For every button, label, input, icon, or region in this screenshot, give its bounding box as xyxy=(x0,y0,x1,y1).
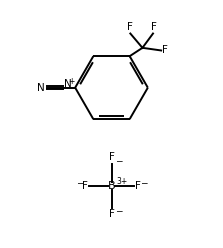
Text: −: − xyxy=(140,178,147,187)
Text: F: F xyxy=(109,210,114,219)
Text: N: N xyxy=(37,83,45,93)
Text: F: F xyxy=(109,152,114,162)
Text: 3+: 3+ xyxy=(116,177,128,186)
Text: −: − xyxy=(116,156,123,165)
Text: F: F xyxy=(135,181,141,191)
Text: −: − xyxy=(116,206,123,215)
Text: B: B xyxy=(108,181,115,191)
Text: −: − xyxy=(76,178,84,187)
Text: F: F xyxy=(162,45,168,56)
Text: +: + xyxy=(68,77,74,86)
Text: F: F xyxy=(82,181,88,191)
Text: N: N xyxy=(64,79,71,89)
Text: F: F xyxy=(151,22,157,32)
Text: F: F xyxy=(126,22,132,32)
